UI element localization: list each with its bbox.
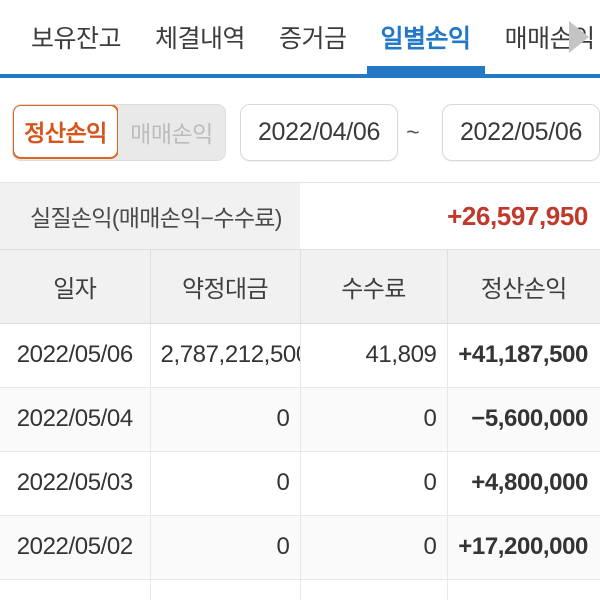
cell-amount: 0: [150, 515, 301, 580]
date-range-separator: ~: [406, 118, 420, 145]
tab-strip[interactable]: 보유잔고 체결내역 증거금 일별손익 매매손익: [0, 0, 600, 74]
cell-date: 2022/05/06: [0, 323, 151, 388]
tab-label: 증거금: [279, 25, 347, 53]
tab-4[interactable]: 매매손익: [488, 0, 600, 74]
summary-label: 실질손익(매매손익−수수료): [0, 183, 300, 249]
table-row[interactable]: 2022/05/03 0 0 +4,800,000: [0, 451, 600, 516]
tab-1[interactable]: 체결내역: [138, 0, 262, 74]
tab-3[interactable]: 일별손익: [364, 0, 488, 74]
cell-profit-loss: +41,187,500: [447, 323, 600, 388]
cell-fee: 41,809: [300, 323, 448, 388]
tab-label: 일별손익: [380, 25, 472, 53]
date-from-field[interactable]: 2022/04/06: [240, 103, 398, 161]
tab-0[interactable]: 보유잔고: [14, 0, 138, 74]
profit-type-segmented-control[interactable]: 정산손익 매매손익: [12, 103, 226, 161]
date-to-field[interactable]: 2022/05/06: [442, 103, 600, 161]
cell-fee: [300, 579, 448, 600]
segment-label: 매매손익: [130, 121, 213, 147]
tab-label: 체결내역: [155, 25, 246, 53]
segment-1[interactable]: 매매손익: [118, 104, 225, 160]
cell-date: 2022/05/04: [0, 387, 151, 452]
filter-bar: 정산손익 매매손익 2022/04/06 ~ 2022/05/06: [0, 82, 600, 182]
cell-profit-loss: −5,600,000: [447, 387, 600, 452]
cell-profit-loss: +4,800,000: [447, 451, 600, 516]
column-header-0: 일자: [0, 250, 151, 324]
table-row[interactable]: 2022/05/06 2,787,212,500 41,809 +41,187,500: [0, 323, 600, 388]
cell-date: [0, 579, 151, 600]
table-row[interactable]: 2022/05/02 0 0 +17,200,000: [0, 515, 600, 580]
segment-0[interactable]: 정산손익: [13, 104, 119, 159]
tab-bar-underline: [0, 74, 600, 78]
cell-amount: 0: [150, 451, 301, 516]
cell-date: 2022/05/02: [0, 515, 151, 580]
cell-fee: 0: [300, 387, 448, 452]
cell-amount: 0: [150, 387, 301, 452]
cell-profit-loss: [447, 579, 600, 600]
column-header-3: 정산손익: [447, 250, 600, 324]
table-header-row: 일자 약정대금 수수료 정산손익: [0, 250, 600, 324]
cell-fee: 0: [300, 515, 448, 580]
segment-label: 정산손익: [24, 120, 107, 146]
table-row[interactable]: [0, 579, 600, 600]
daily-pl-table-wrapper: 일자 약정대금 수수료 정산손익 2022/05/06 2,787,212,500 41,…: [0, 250, 600, 600]
tab-label: 보유잔고: [31, 25, 122, 53]
cell-fee: 0: [300, 451, 448, 516]
column-header-2: 수수료: [300, 250, 448, 324]
tab-label: 매매손익: [504, 25, 596, 53]
summary-value: +26,597,950: [447, 200, 588, 231]
summary-row: 실질손익(매매손익−수수료) +26,597,950: [0, 182, 600, 250]
tab-bar: 보유잔고 체결내역 증거금 일별손익 매매손익: [0, 0, 600, 82]
tab-2[interactable]: 증거금: [262, 0, 364, 74]
cell-profit-loss: +17,200,000: [447, 515, 600, 580]
cell-date: 2022/05/03: [0, 451, 151, 516]
cell-amount: [150, 579, 301, 600]
daily-pl-table: 일자 약정대금 수수료 정산손익 2022/05/06 2,787,212,500 41,…: [0, 250, 600, 600]
cell-amount: 2,787,212,500: [150, 323, 301, 388]
table-row[interactable]: 2022/05/04 0 0 −5,600,000: [0, 387, 600, 452]
column-header-1: 약정대금: [150, 250, 301, 324]
